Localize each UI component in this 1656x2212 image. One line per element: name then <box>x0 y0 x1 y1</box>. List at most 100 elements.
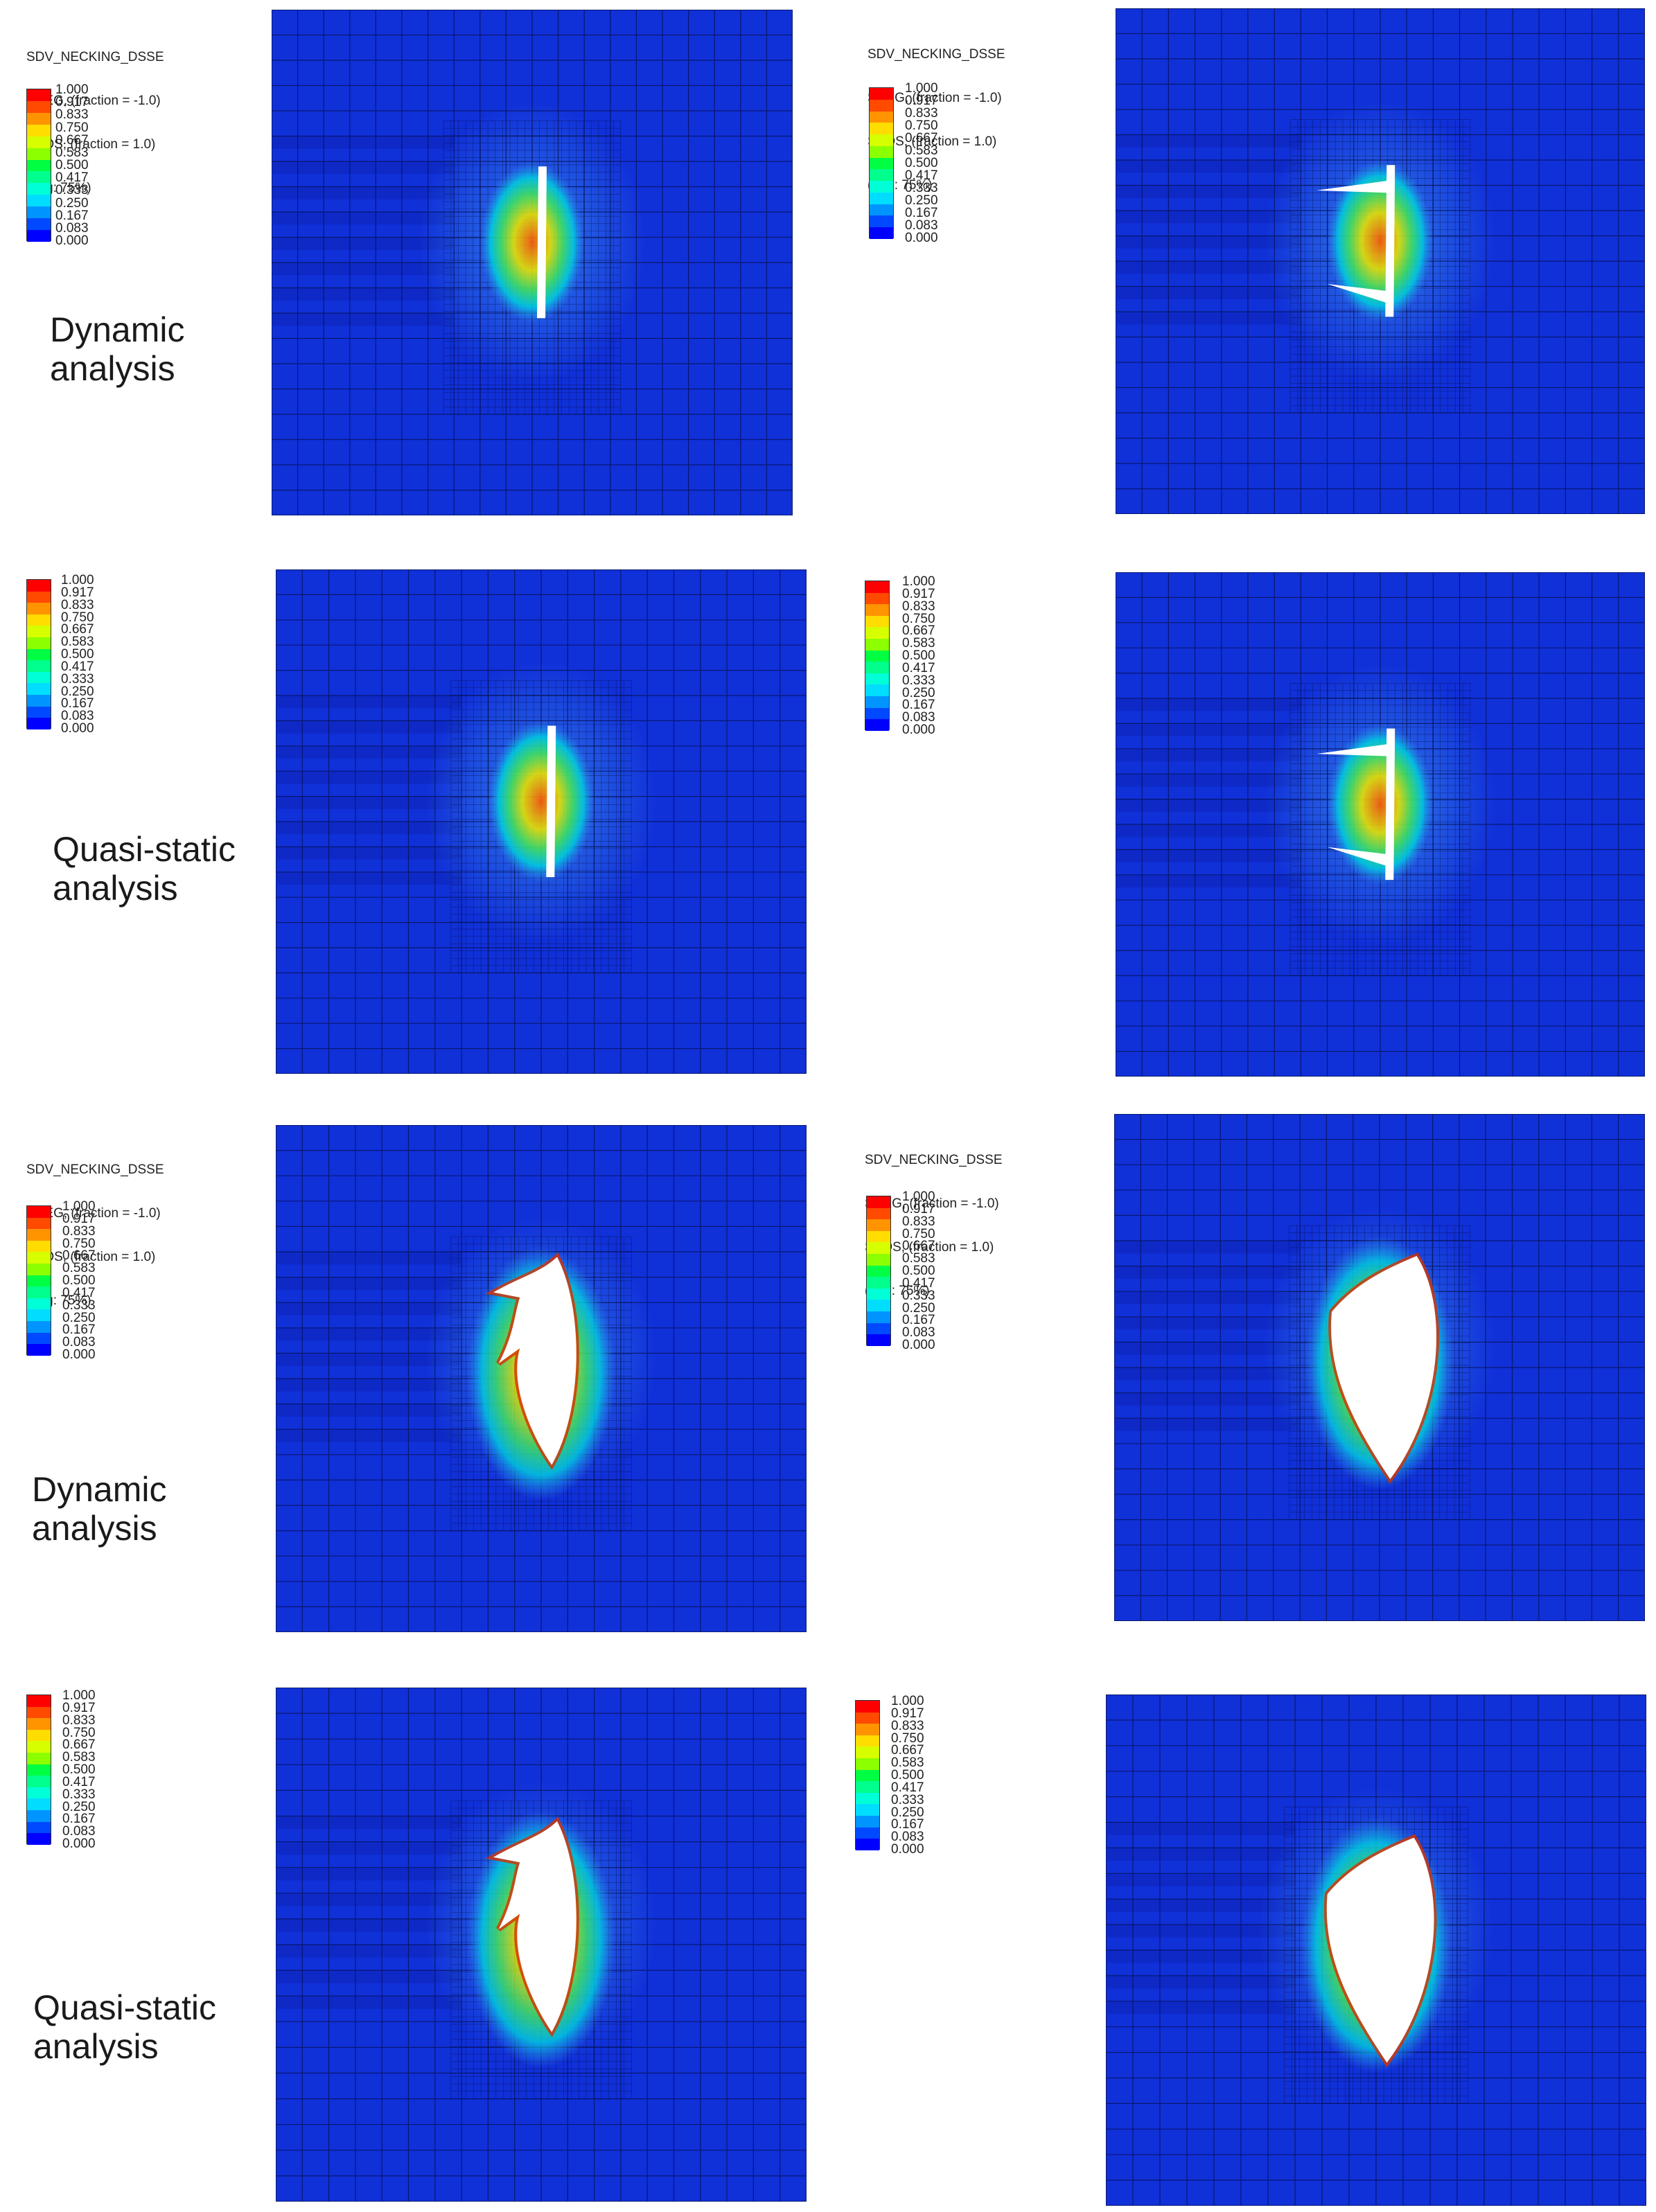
legend-swatch <box>856 1746 879 1759</box>
legend-swatch <box>27 580 51 592</box>
legend-tick-label: 0.167 <box>902 698 935 713</box>
plate-band <box>1114 1291 1301 1304</box>
strain-hotspot <box>479 161 585 324</box>
legend-variable: SDV_NECKING_DSSE <box>26 1162 164 1177</box>
plate-band <box>1106 1925 1295 1938</box>
crack-slit <box>1385 728 1395 881</box>
legend-swatch <box>27 1240 51 1253</box>
legend-tick-label: 0.833 <box>902 599 935 614</box>
legend-swatch <box>865 639 889 651</box>
plate-band <box>1114 1392 1301 1406</box>
plate-contour <box>1116 572 1645 1077</box>
legend-tick-label: 0.083 <box>905 218 938 233</box>
legend-swatch <box>865 592 889 605</box>
crack-branch-top <box>1316 180 1391 193</box>
legend-swatch <box>865 604 889 616</box>
legend-swatch <box>27 183 51 195</box>
legend-tick-label: 1.000 <box>55 82 89 97</box>
legend-swatch <box>27 136 51 148</box>
legend-swatch <box>27 1264 51 1275</box>
mesh-grid <box>276 569 807 1074</box>
plate-band <box>1116 748 1301 761</box>
plate-band <box>1116 774 1301 787</box>
plate-band <box>272 237 455 250</box>
legend-swatch <box>27 671 51 684</box>
legend-swatch <box>27 1332 51 1345</box>
legend-swatch <box>27 1229 51 1241</box>
legend-variable: SDV_NECKING_DSSE <box>867 47 1005 62</box>
legend-swatch <box>865 684 889 697</box>
legend-tick-label: 0.000 <box>62 1837 96 1851</box>
legend-tick-label: 0.500 <box>62 1762 96 1777</box>
plate-band <box>1114 1418 1301 1431</box>
plate-band <box>1106 1975 1295 1989</box>
plate-band <box>276 745 462 759</box>
plate-band <box>1116 236 1301 249</box>
legend-swatch <box>865 627 889 639</box>
plate-contour <box>276 569 807 1074</box>
plate-band <box>1116 185 1301 198</box>
legend-swatch <box>27 100 51 113</box>
legend-swatch <box>870 192 893 204</box>
plate-band <box>1116 160 1301 173</box>
row-label-quasi-1: Quasi-static analysis <box>53 830 236 908</box>
plate-band <box>276 696 462 709</box>
legend-swatch <box>867 1254 890 1266</box>
legend-tick-label: 0.750 <box>902 1226 935 1241</box>
legend-tick-label: 0.167 <box>55 208 89 223</box>
legend-swatch <box>27 1764 51 1776</box>
legend-tick-label: 0.333 <box>902 673 935 688</box>
legend-swatch <box>865 673 889 685</box>
legend-swatch <box>27 1753 51 1764</box>
plate-band <box>276 1867 462 1881</box>
plate-band <box>276 1327 462 1341</box>
legend-tick-label: 0.000 <box>902 1338 935 1352</box>
legend-tick-label: 0.500 <box>902 1264 935 1278</box>
legend-swatch <box>865 581 889 593</box>
legend-swatch <box>27 614 51 626</box>
plate-band <box>1116 723 1301 736</box>
legend-swatch <box>865 662 889 673</box>
plate-band <box>1116 799 1301 812</box>
legend-tick-label: 0.417 <box>902 660 935 675</box>
legend-swatch <box>867 1311 890 1323</box>
legend-tick-label: 0.917 <box>61 585 94 600</box>
crack-slit <box>546 725 556 878</box>
legend-swatch <box>867 1196 890 1208</box>
plate-band <box>272 287 455 301</box>
plate-band <box>1106 1848 1295 1861</box>
plate-band <box>276 1379 462 1392</box>
legend-color-bar <box>855 1700 880 1850</box>
legend-tick-label: 0.333 <box>62 1298 96 1313</box>
legend-swatch <box>27 1252 51 1264</box>
legend-swatch <box>865 650 889 662</box>
plate-band <box>276 1302 462 1316</box>
mesh-grid <box>276 1688 807 2202</box>
legend-swatch <box>870 215 893 228</box>
strain-hotspot <box>1327 723 1434 885</box>
legend-tick-label: 0.417 <box>62 1285 96 1300</box>
legend-swatch <box>867 1265 890 1277</box>
legend-tick-label: 0.917 <box>905 94 938 108</box>
legend-swatch <box>27 591 51 603</box>
legend-swatch <box>27 159 51 172</box>
crack-slit <box>537 166 547 319</box>
strain-hotspot <box>488 720 594 883</box>
plate-band <box>1106 1873 1295 1886</box>
legend-tick-label: 0.417 <box>891 1780 924 1795</box>
legend-tick-label: 0.750 <box>62 1236 96 1251</box>
legend-tick-label: 0.750 <box>891 1731 924 1746</box>
plate-band <box>1116 874 1301 887</box>
row-label-dynamic-2: Dynamic analysis <box>32 1470 167 1548</box>
plate-contour <box>272 10 793 515</box>
legend-spos: SPOS, (fraction = 1.0) <box>867 134 997 149</box>
plate-band <box>276 1918 462 1932</box>
legend-swatch <box>867 1219 890 1231</box>
legend-tick-label: 0.583 <box>62 1750 96 1765</box>
legend-tick-label: 1.000 <box>905 81 938 96</box>
legend-tick-label: 0.500 <box>902 648 935 663</box>
legend-swatch <box>856 1735 879 1747</box>
legend-swatch <box>856 1769 879 1782</box>
legend-tick-label: 0.250 <box>62 1310 96 1325</box>
legend-swatch <box>27 1695 51 1707</box>
